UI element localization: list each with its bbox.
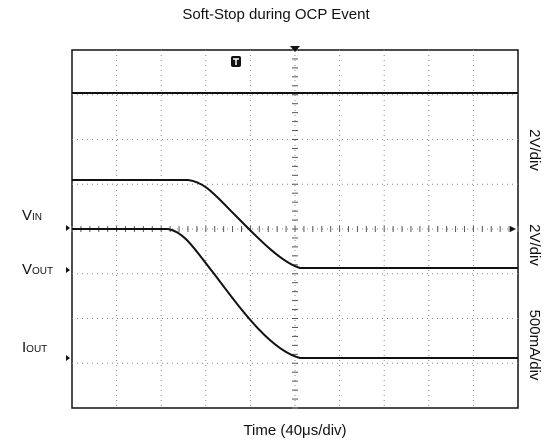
scale-label: 2V/div xyxy=(526,224,543,266)
trigger-marker xyxy=(290,46,300,52)
channel-label: VOUT xyxy=(22,261,53,278)
scale-label: 2V/div xyxy=(526,129,543,171)
ch-marker xyxy=(66,355,70,361)
trigger-icon-t xyxy=(233,58,239,65)
scale-label: 500mA/div xyxy=(526,310,543,381)
level-marker xyxy=(510,226,516,232)
ch-marker xyxy=(66,267,70,273)
x-axis-label: Time (40μs/div) xyxy=(243,422,346,439)
title: Soft-Stop during OCP Event xyxy=(182,6,370,23)
trace-vout xyxy=(72,179,518,269)
grid xyxy=(71,49,519,409)
ch-marker xyxy=(66,225,70,231)
channel-label: IOUT xyxy=(22,339,47,356)
channel-label: VIN xyxy=(22,207,42,224)
trace-iout xyxy=(72,228,518,359)
